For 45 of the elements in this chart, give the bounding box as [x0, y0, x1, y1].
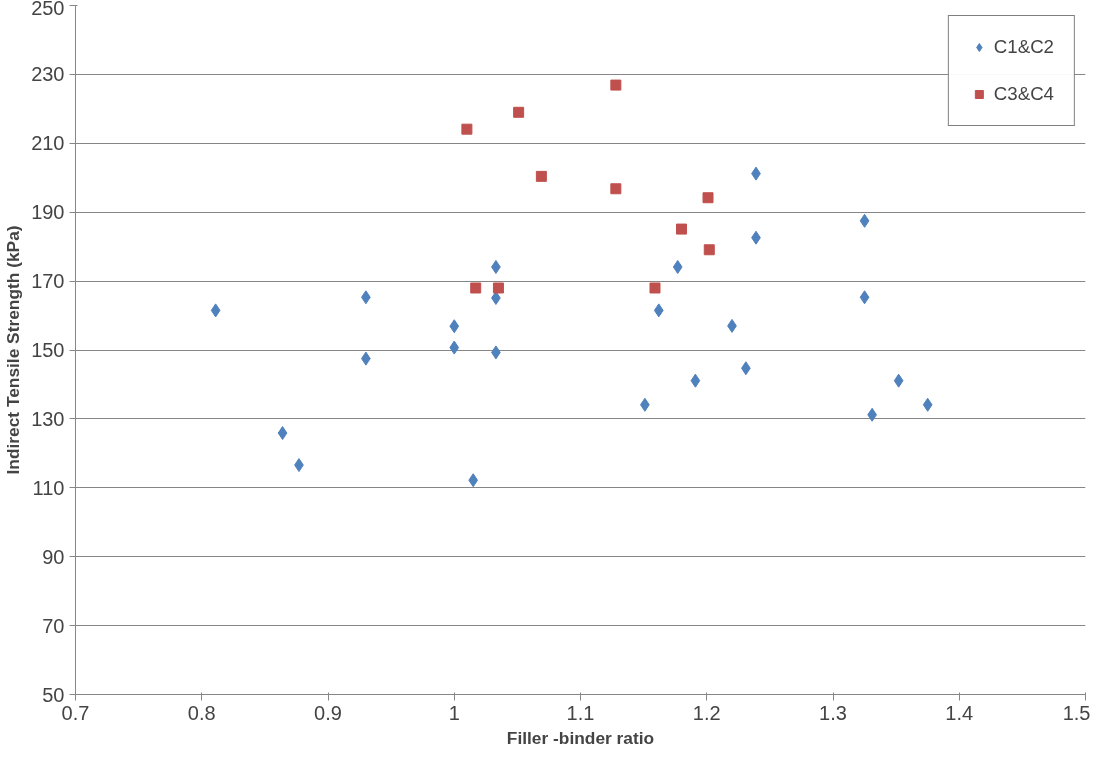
- point: [513, 106, 525, 118]
- point: [461, 123, 473, 135]
- y-tick-label: 230: [31, 63, 65, 86]
- x-tick-label: 1.3: [819, 701, 847, 724]
- legend-label: C3&C4: [993, 83, 1054, 105]
- x-tick-label: 1: [448, 701, 460, 724]
- point: [676, 223, 687, 235]
- y-tick-label: 70: [42, 614, 65, 637]
- legend-label: C1&C2: [993, 36, 1054, 58]
- y-tick-label: 150: [31, 339, 65, 361]
- point: [449, 319, 460, 334]
- point: [277, 426, 288, 441]
- x-tick-label: 1.5: [1062, 701, 1091, 724]
- point: [449, 340, 460, 355]
- x-tick-label: 1.2: [692, 701, 721, 724]
- x-axis-title: Filler -binder ratio: [506, 727, 655, 748]
- y-tick-label: 210: [31, 132, 65, 155]
- point: [922, 397, 933, 412]
- point: [702, 192, 714, 204]
- point: [653, 303, 664, 318]
- point: [492, 282, 504, 294]
- y-tick-label: 130: [31, 407, 65, 430]
- point: [470, 282, 482, 294]
- y-tick-label: 190: [31, 201, 65, 224]
- y-tick-label: 90: [42, 545, 65, 568]
- point: [690, 373, 701, 388]
- point: [672, 259, 683, 274]
- y-tick-label: 110: [32, 476, 65, 499]
- point: [610, 79, 622, 91]
- point: [210, 303, 221, 318]
- point: [649, 282, 661, 294]
- point: [468, 473, 479, 488]
- x-tick-label: 1.1: [566, 701, 595, 724]
- point: [859, 290, 870, 305]
- x-tick-label: 0.9: [314, 701, 342, 724]
- y-axis-title: Indirect Tensile Strength (kPa): [3, 225, 24, 475]
- x-tick-label: 1.4: [945, 701, 974, 724]
- point: [859, 213, 870, 228]
- y-tick-label: 170: [31, 270, 65, 293]
- point: [535, 170, 547, 182]
- y-tick-label: 250: [31, 0, 65, 19]
- x-tick-label: 0.8: [187, 701, 216, 724]
- point: [703, 244, 715, 256]
- point: [893, 373, 904, 388]
- point: [610, 183, 622, 195]
